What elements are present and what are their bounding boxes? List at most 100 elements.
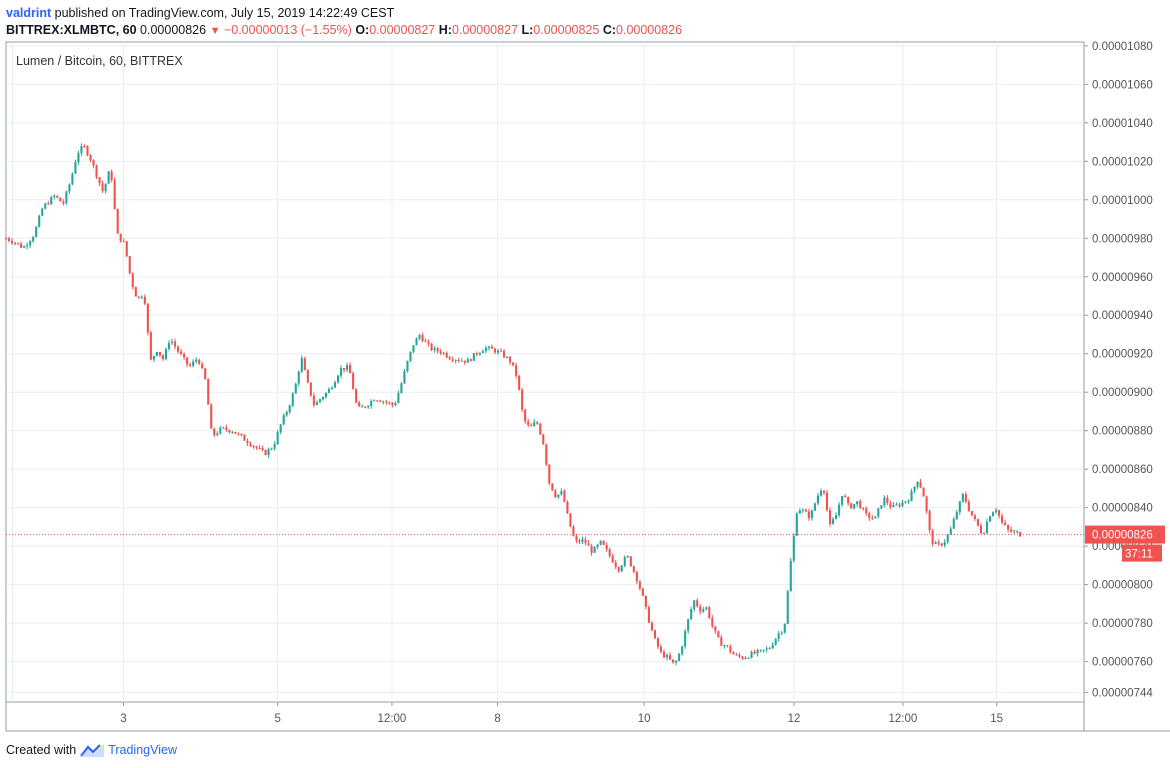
candle-down	[629, 556, 632, 567]
candle-up	[478, 353, 481, 355]
candle-up	[409, 351, 412, 361]
candlestick-chart[interactable]: 0.00001080 0.00001060 0.00001040 0.00001020…	[0, 0, 1170, 740]
candle-down	[937, 542, 940, 544]
candle-down	[122, 241, 125, 243]
candle-up	[300, 358, 303, 372]
candle-up	[394, 403, 397, 406]
candle-up	[433, 348, 436, 351]
candle-up	[44, 203, 47, 209]
candle-up	[155, 351, 158, 356]
candle-down	[871, 517, 874, 519]
close-value: 0.00000826	[616, 23, 683, 37]
x-tick-label: 12:00	[378, 713, 407, 725]
candle-up	[315, 402, 318, 406]
candle-up	[813, 503, 816, 511]
candle-down	[358, 402, 361, 407]
candle-down	[309, 382, 312, 396]
x-tick-label: 8	[494, 713, 500, 725]
candle-up	[877, 508, 880, 517]
candle-up	[321, 397, 324, 400]
candle-up	[665, 655, 669, 658]
candle-up	[152, 355, 155, 360]
candle-up	[783, 623, 786, 633]
candle-up	[756, 650, 759, 654]
candle-down	[98, 177, 101, 184]
candle-up	[687, 619, 690, 632]
candle-down	[732, 652, 735, 655]
candle-up	[690, 609, 693, 620]
low-label: L:	[521, 23, 534, 37]
candle-up	[216, 433, 219, 436]
last-price: 0.00000826	[140, 23, 207, 37]
candle-down	[970, 511, 973, 516]
x-tick-label: 10	[638, 713, 651, 725]
candle-up	[403, 371, 406, 384]
candle-down	[822, 490, 826, 493]
candle-down	[4, 238, 8, 240]
candle-up	[192, 361, 195, 366]
candle-down	[753, 651, 756, 654]
candle-up	[623, 557, 626, 566]
candle-down	[352, 373, 355, 390]
candle-down	[804, 509, 807, 512]
candle-down	[735, 654, 738, 656]
candle-down	[587, 543, 590, 546]
candle-up	[50, 197, 53, 205]
candle-down	[355, 389, 358, 403]
candle-up	[985, 521, 989, 534]
candle-down	[198, 359, 201, 364]
candle-up	[32, 237, 35, 242]
candle-down	[1001, 515, 1004, 523]
y-tick-label: 0.00000760	[1092, 657, 1153, 669]
candle-down	[134, 287, 137, 297]
y-tick-label: 0.00001060	[1092, 79, 1153, 91]
candle-up	[382, 401, 385, 403]
candle-down	[349, 365, 352, 374]
candle-down	[113, 180, 116, 209]
candle-down	[515, 365, 518, 376]
y-tick-label: 0.00001020	[1092, 156, 1153, 168]
candle-down	[20, 243, 23, 248]
candle-down	[186, 357, 189, 365]
candle-up	[324, 393, 328, 398]
candle-up	[560, 491, 563, 495]
candle-down	[539, 423, 542, 435]
candle-down	[708, 607, 711, 618]
candle-up	[68, 184, 71, 192]
candle-down	[149, 332, 152, 360]
candle-up	[681, 646, 684, 654]
candle-up	[415, 338, 418, 346]
candle-down	[161, 355, 165, 360]
candle-up	[367, 405, 370, 408]
candle-down	[7, 238, 11, 241]
candle-up	[77, 153, 80, 163]
candle-down	[201, 363, 204, 369]
candle-up	[291, 393, 294, 406]
candle-down	[868, 513, 871, 518]
candle-up	[164, 348, 168, 360]
candle-up	[140, 296, 143, 298]
y-tick-label: 0.00001000	[1092, 195, 1153, 207]
candle-up	[934, 542, 937, 544]
candle-down	[125, 241, 128, 257]
candle-down	[865, 508, 868, 514]
candle-up	[705, 607, 708, 610]
y-tick-label: 0.00000980	[1092, 233, 1153, 245]
candle-down	[672, 659, 675, 663]
candle-down	[659, 646, 663, 652]
author-name[interactable]: valdrint	[6, 6, 52, 20]
candle-up	[771, 644, 774, 649]
candle-down	[997, 510, 1001, 516]
candle-up	[880, 505, 883, 509]
candle-down	[862, 508, 865, 510]
candle-down	[650, 622, 653, 631]
down-arrow-icon: ▼	[209, 25, 221, 37]
candle-down	[608, 549, 611, 556]
candle-down	[584, 539, 587, 544]
tradingview-brand[interactable]: TradingView	[108, 743, 177, 757]
candle-down	[204, 368, 207, 380]
candle-up	[318, 399, 321, 403]
candle-down	[255, 446, 258, 448]
candle-down	[542, 434, 545, 445]
candle-up	[856, 501, 859, 505]
